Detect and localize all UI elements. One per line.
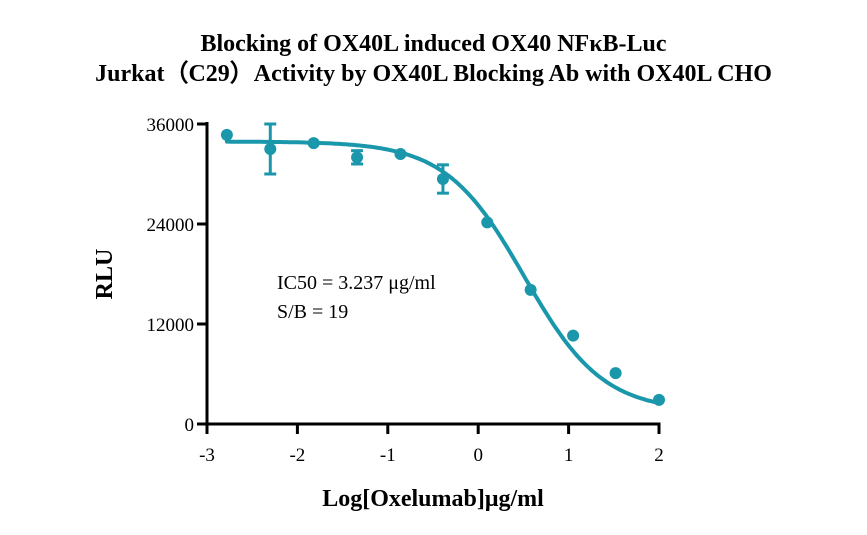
x-tick-label: 1	[564, 445, 574, 466]
y-tick-label: 0	[185, 415, 195, 436]
data-point	[351, 151, 364, 164]
x-tick-label: -3	[199, 445, 215, 466]
data-point	[481, 216, 494, 229]
data-point	[567, 329, 580, 342]
x-tick-label: 2	[654, 445, 664, 466]
x-tick-label: -2	[289, 445, 305, 466]
data-point	[264, 143, 277, 155]
x-axis-title: Log[Oxelumab]μg/ml	[322, 486, 544, 512]
y-axis-title: RLU	[92, 249, 118, 300]
data-point	[394, 148, 407, 160]
data-points	[220, 122, 665, 406]
chart-title: Blocking of OX40L induced OX40 NFκB-Luc	[200, 31, 667, 57]
data-point	[609, 367, 622, 380]
axes: 0 12000 24000 36000 -3 -2 -1 0 1 2	[147, 115, 664, 466]
chart-subtitle: Jurkat（C29）Activity by OX40L Blocking Ab…	[95, 61, 772, 87]
data-point	[653, 393, 665, 406]
ic50-annotation: IC50 = 3.237 μg/ml	[277, 272, 436, 294]
sb-annotation: S/B = 19	[277, 301, 348, 323]
data-point	[220, 128, 233, 141]
data-point	[436, 173, 449, 185]
x-tick-label: -1	[380, 445, 396, 466]
y-tick-label: 36000	[147, 115, 195, 136]
y-tick-label: 12000	[147, 315, 195, 336]
x-tick-label: 0	[473, 445, 483, 466]
data-point	[524, 283, 537, 296]
y-tick-label: 24000	[147, 215, 195, 236]
data-point	[307, 137, 320, 150]
